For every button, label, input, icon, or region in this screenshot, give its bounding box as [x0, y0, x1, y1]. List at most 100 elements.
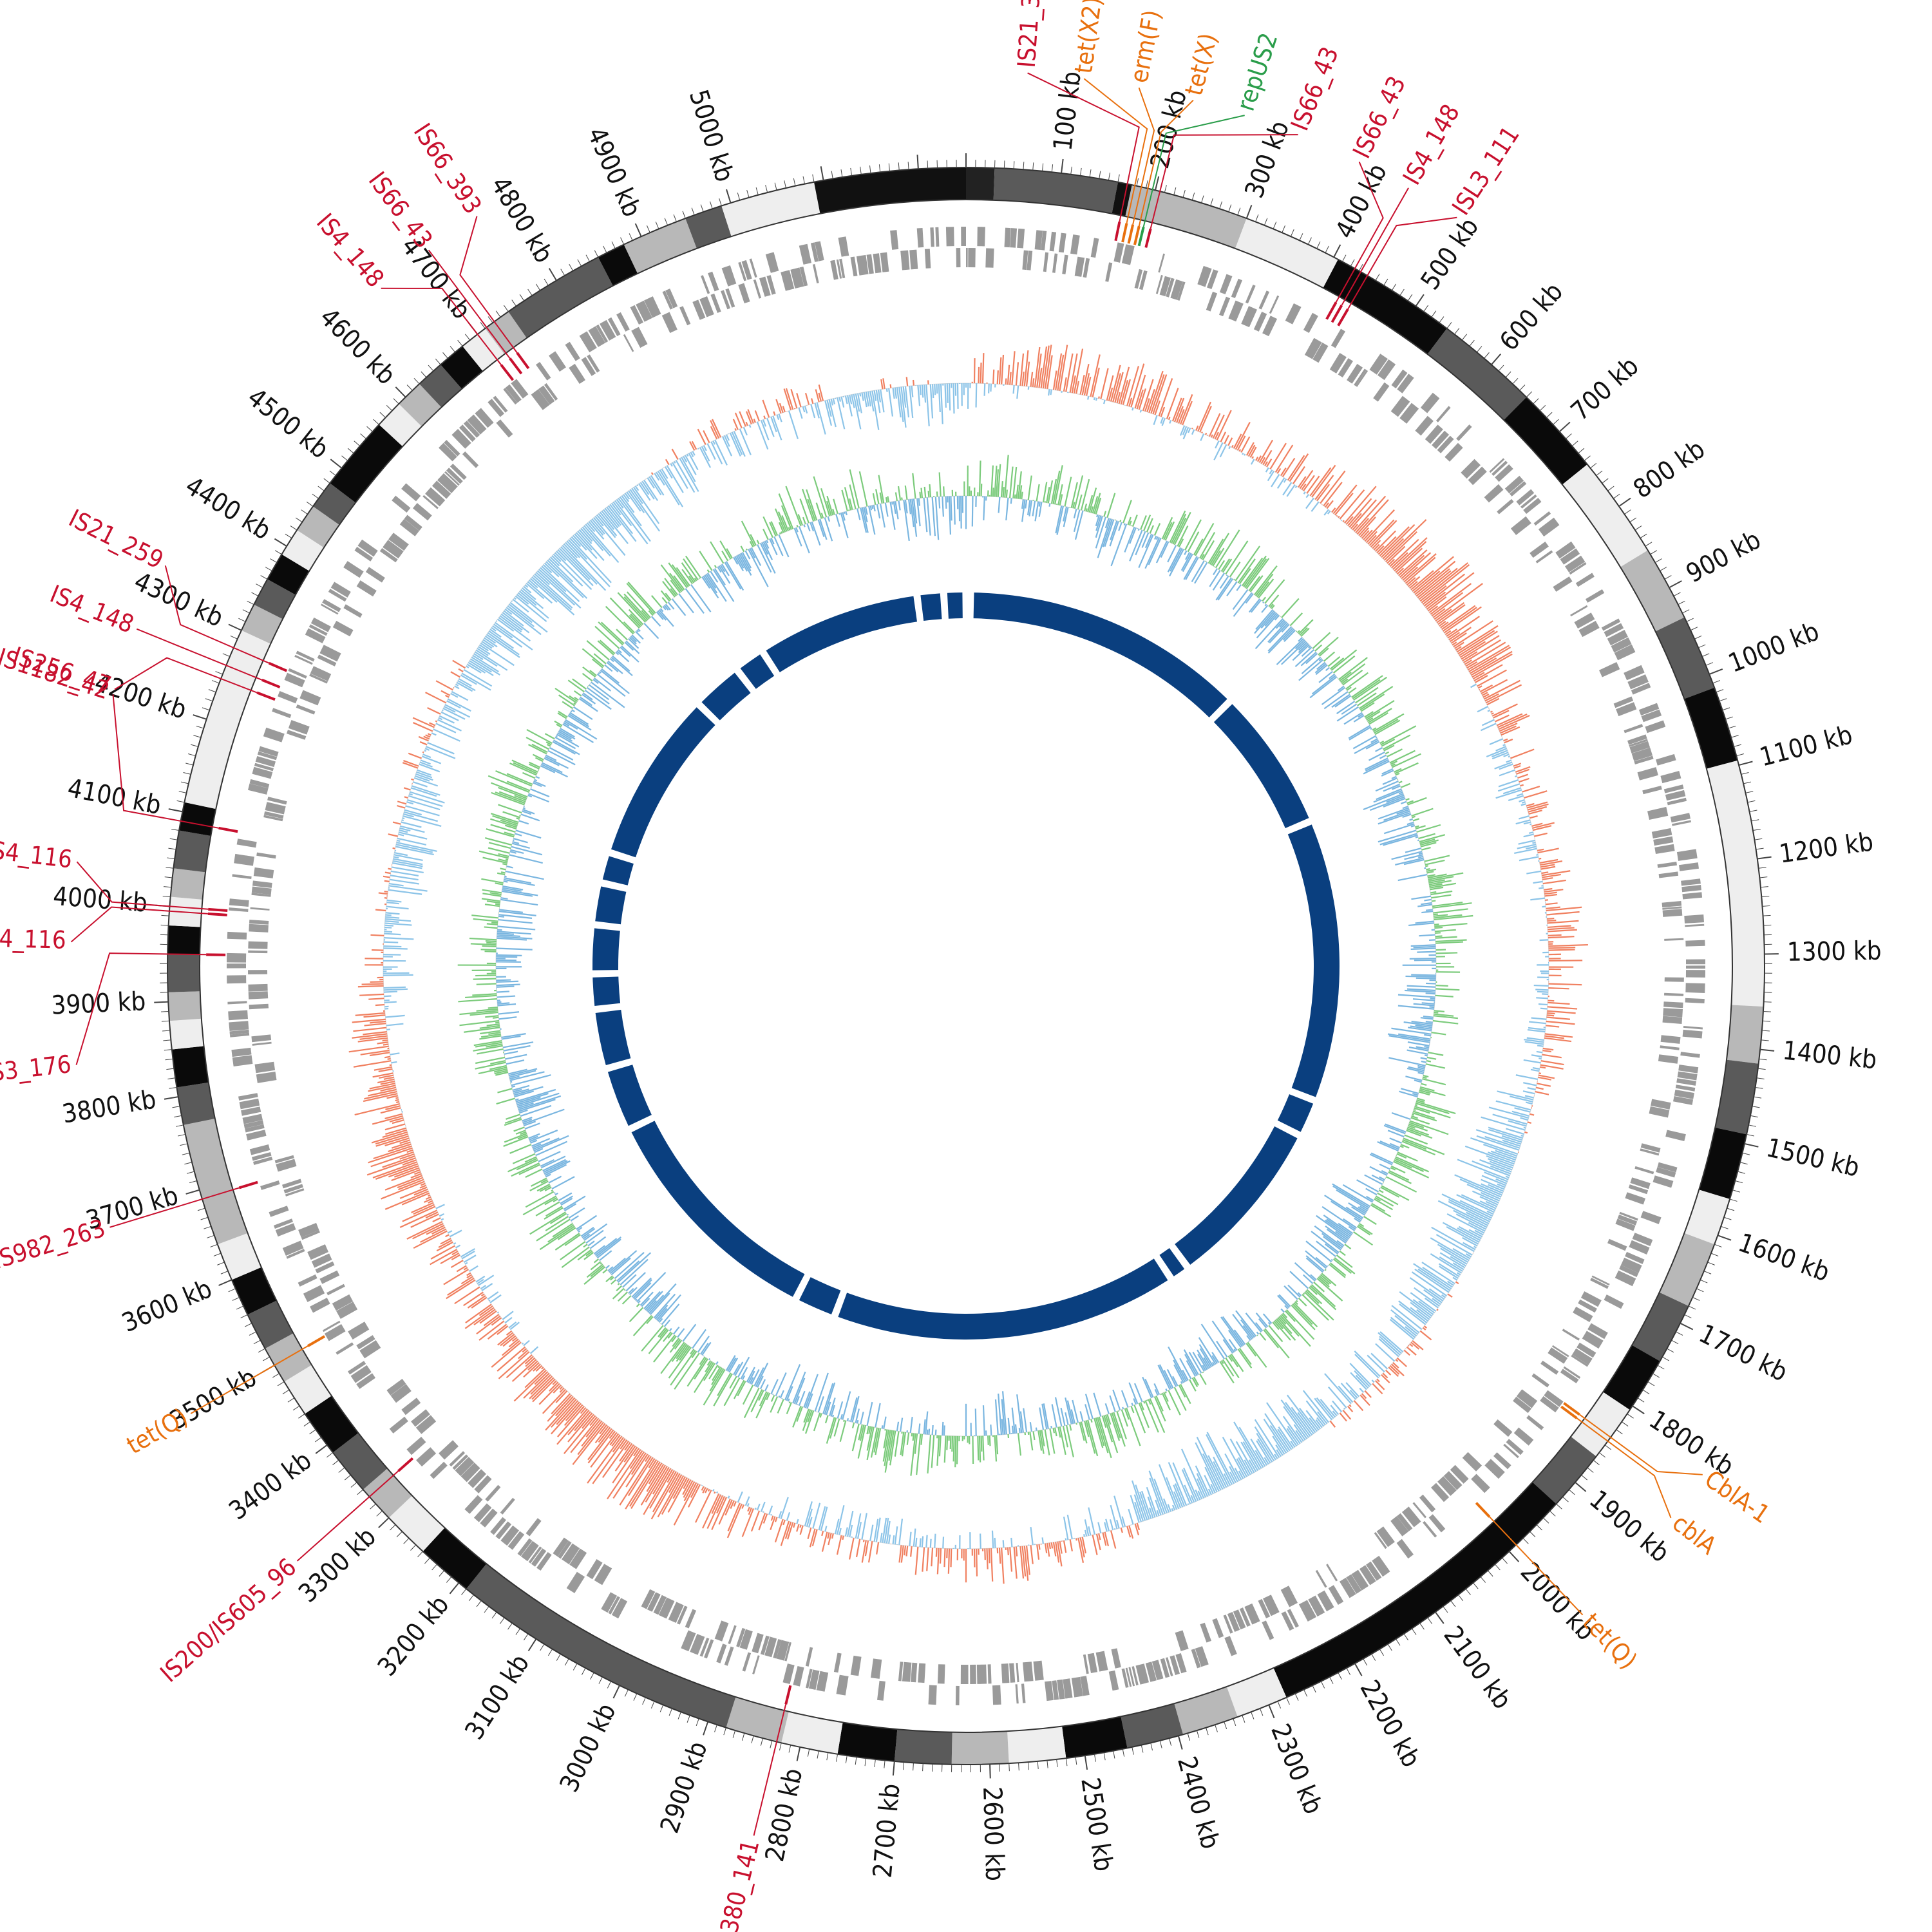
gc-skew-bar	[498, 1016, 517, 1020]
minor-tick	[312, 493, 319, 499]
gc-skew-bar	[881, 1425, 884, 1429]
gc-content-bar	[1440, 1247, 1468, 1265]
cds-feature	[836, 1674, 849, 1696]
gc-content-bar	[1045, 1543, 1048, 1553]
gc-content-bar	[382, 1155, 415, 1168]
gc-skew-bar	[1359, 694, 1385, 711]
gc-content-bar	[1269, 1425, 1289, 1453]
minor-tick	[1742, 1152, 1750, 1155]
gc-content-bar	[1081, 363, 1090, 395]
cds-feature	[1631, 747, 1653, 761]
contig-segment	[721, 182, 820, 237]
contig-segment	[330, 424, 403, 503]
gc-content-bar	[1510, 1095, 1533, 1103]
gc-content-bar	[507, 605, 535, 627]
cds-feature	[1565, 555, 1586, 573]
gc-content-bar	[1228, 446, 1231, 450]
gc-content-bar	[1482, 694, 1490, 698]
identity-block	[920, 593, 942, 621]
gc-skew-bar	[1406, 988, 1436, 992]
gc-content-bar	[1412, 556, 1454, 592]
gc-skew-bar	[803, 1408, 810, 1423]
minor-tick	[1688, 1305, 1696, 1310]
gc-skew-bar	[1394, 1159, 1412, 1169]
gc-content-bar	[397, 804, 406, 809]
gc-skew-bar	[1423, 1015, 1434, 1018]
gc-skew-bar	[1111, 1412, 1121, 1439]
gc-skew-bar	[648, 610, 654, 616]
gc-skew-bar	[528, 744, 547, 755]
gc-skew-bar	[1098, 1416, 1112, 1459]
cds-feature	[1516, 1389, 1538, 1408]
gc-content-bar	[447, 1230, 453, 1234]
gc-content-bar	[1487, 709, 1490, 712]
gc-content-bar	[414, 777, 439, 787]
cds-feature	[704, 1639, 714, 1659]
gc-skew-bar	[1424, 867, 1426, 869]
gc-skew-bar	[1220, 1360, 1224, 1365]
minor-tick	[1604, 1444, 1612, 1450]
gc-content-bar	[397, 1177, 424, 1189]
minor-tick	[1549, 1510, 1556, 1517]
gc-content-bar	[705, 1488, 708, 1493]
gc-skew-bar	[512, 1084, 530, 1092]
gc-skew-bar	[819, 518, 828, 540]
gc-content-bar	[1077, 1537, 1084, 1563]
cds-feature	[255, 756, 276, 768]
gc-skew-bar	[621, 645, 639, 663]
gc-content-bar	[1481, 1175, 1506, 1186]
gc-skew-bar	[1388, 1171, 1412, 1184]
gc-skew-bar	[1407, 1041, 1430, 1046]
gc-skew-bar	[607, 660, 623, 674]
gc-skew-bar	[777, 511, 788, 532]
gc-content-bar	[1506, 1128, 1524, 1135]
gc-content-bar	[934, 1533, 936, 1548]
gc-skew-bar	[1044, 1429, 1050, 1455]
gc-content-bar	[1171, 1504, 1176, 1511]
gc-skew-bar	[529, 761, 540, 768]
gc-skew-bar	[505, 858, 509, 861]
gc-skew-bar	[1406, 985, 1436, 988]
gc-skew-bar	[625, 1272, 646, 1292]
gc-content-bar	[1146, 1486, 1158, 1517]
gc-skew-bar	[1301, 656, 1321, 674]
gc-content-bar	[1204, 1475, 1214, 1495]
gc-content-bar	[541, 1367, 544, 1370]
gc-content-bar	[1172, 1462, 1191, 1504]
gc-skew-bar	[727, 1357, 737, 1372]
gc-content-bar	[524, 584, 529, 588]
gc-content-bar	[1411, 1271, 1447, 1296]
gc-content-bar	[386, 899, 402, 903]
cds-feature	[985, 248, 994, 268]
gc-content-bar	[1023, 350, 1029, 386]
major-tick	[1618, 497, 1631, 507]
minor-tick	[682, 211, 686, 219]
gc-skew-bar	[1185, 556, 1199, 580]
gc-skew-bar	[1411, 974, 1436, 976]
gc-skew-bar	[1339, 671, 1352, 682]
cds-feature	[1428, 1514, 1446, 1533]
gc-skew-bar	[1363, 761, 1390, 775]
gc-content-bar	[1269, 442, 1287, 469]
gc-content-bar	[1473, 664, 1503, 681]
gc-content-bar	[1403, 553, 1437, 583]
gc-content-bar	[629, 1450, 643, 1470]
gc-skew-bar	[1385, 1123, 1406, 1133]
minor-tick	[495, 310, 501, 317]
gc-skew-bar	[1095, 516, 1106, 549]
cds-feature	[665, 289, 678, 308]
gc-content-bar	[1042, 345, 1050, 389]
gc-content-bar	[1155, 1499, 1162, 1516]
gc-skew-bar	[509, 1144, 532, 1154]
gc-content-bar	[612, 1451, 645, 1499]
cds-feature	[1010, 228, 1018, 248]
minor-tick	[642, 1697, 646, 1705]
minor-tick	[162, 896, 171, 898]
cds-feature	[406, 1437, 426, 1455]
gc-skew-bar	[1369, 1153, 1393, 1166]
gc-content-bar	[1336, 515, 1338, 517]
cds-feature	[1224, 1636, 1237, 1656]
gc-content-bar	[1504, 738, 1513, 744]
gc-content-bar	[607, 1449, 641, 1500]
gc-content-bar	[352, 1033, 388, 1039]
